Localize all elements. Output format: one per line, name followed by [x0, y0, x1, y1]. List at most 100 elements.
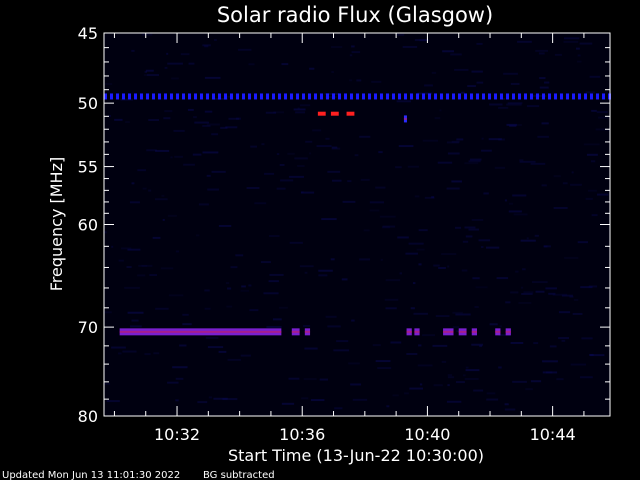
noise-speck: [385, 307, 397, 310]
noise-speck: [439, 109, 442, 112]
noise-speck: [414, 195, 420, 198]
noise-speck: [153, 352, 160, 355]
noise-speck: [475, 286, 488, 289]
noise-speck: [413, 312, 428, 315]
noise-speck: [208, 396, 213, 399]
noise-speck: [162, 218, 165, 221]
noise-speck: [456, 330, 460, 333]
band-segment: [248, 93, 251, 100]
noise-speck: [465, 366, 469, 369]
noise-speck: [496, 277, 509, 280]
band-segment: [272, 93, 275, 100]
noise-speck: [205, 336, 219, 339]
noise-speck: [433, 384, 443, 387]
noise-speck: [441, 360, 447, 363]
noise-speck: [114, 118, 123, 121]
noise-speck: [518, 301, 532, 304]
noise-speck: [137, 274, 146, 277]
noise-speck: [131, 49, 135, 52]
band-segment: [314, 93, 317, 100]
noise-speck: [488, 138, 502, 141]
noise-speck: [390, 341, 402, 344]
noise-speck: [522, 268, 526, 271]
noise-speck: [454, 226, 462, 229]
noise-speck: [398, 145, 414, 148]
noise-speck: [235, 254, 244, 257]
noise-speck: [168, 294, 184, 297]
noise-speck: [392, 394, 399, 397]
noise-speck: [456, 138, 464, 141]
x-tick-label: 10:36: [279, 425, 325, 444]
noise-speck: [505, 301, 511, 304]
noise-speck: [249, 309, 259, 312]
noise-speck: [535, 290, 545, 293]
noise-speck: [587, 189, 597, 192]
noise-speck: [539, 77, 546, 80]
band-segment: [242, 93, 245, 100]
noise-speck: [198, 203, 209, 206]
noise-speck: [152, 236, 161, 239]
noise-speck: [481, 137, 484, 140]
noise-speck: [480, 246, 484, 249]
noise-speck: [175, 399, 179, 402]
band-segment: [206, 93, 209, 100]
noise-speck: [266, 325, 282, 328]
noise-speck: [464, 377, 479, 380]
noise-speck: [129, 201, 140, 204]
noise-speck: [230, 266, 238, 269]
noise-speck: [468, 160, 481, 163]
noise-speck: [207, 346, 224, 349]
band-segment: [236, 93, 239, 100]
noise-speck: [207, 188, 219, 191]
noise-speck: [331, 146, 338, 149]
noise-speck: [281, 402, 295, 405]
noise-speck: [451, 140, 460, 143]
noise-speck: [563, 40, 579, 43]
noise-speck: [414, 39, 429, 42]
band-segment: [536, 93, 539, 100]
noise-speck: [575, 47, 580, 50]
band-segment: [356, 93, 359, 100]
noise-speck: [431, 71, 437, 74]
noise-speck: [590, 160, 596, 163]
noise-speck: [351, 319, 355, 322]
noise-speck: [478, 239, 491, 242]
noise-speck: [202, 124, 211, 127]
noise-speck: [543, 245, 548, 248]
noise-speck: [330, 46, 343, 49]
noise-speck: [225, 282, 230, 285]
noise-speck: [171, 77, 179, 80]
noise-speck: [486, 398, 499, 401]
noise-speck: [325, 315, 337, 318]
band-segment: [500, 93, 503, 100]
noise-speck: [125, 121, 130, 124]
noise-speck: [129, 325, 142, 328]
noise-speck: [399, 272, 403, 275]
noise-speck: [424, 84, 433, 87]
noise-speck: [309, 67, 315, 70]
noise-speck: [589, 75, 601, 78]
noise-speck: [142, 187, 147, 190]
noise-speck: [419, 383, 423, 386]
noise-speck: [187, 108, 194, 111]
noise-speck: [287, 152, 295, 155]
noise-speck: [319, 378, 328, 381]
noise-speck: [137, 169, 146, 172]
noise-speck: [504, 403, 509, 406]
noise-speck: [204, 289, 210, 292]
noise-speck: [146, 149, 157, 152]
noise-speck: [570, 183, 582, 186]
emission-core: [414, 330, 420, 333]
noise-speck: [213, 397, 228, 400]
noise-speck: [104, 83, 113, 86]
noise-speck: [463, 374, 466, 377]
noise-speck: [278, 306, 288, 309]
noise-speck: [118, 259, 124, 262]
band-segment: [212, 93, 215, 100]
noise-speck: [591, 214, 598, 217]
noise-speck: [422, 334, 436, 337]
noise-speck: [378, 151, 383, 154]
noise-speck: [336, 340, 349, 343]
band-segment: [602, 93, 605, 100]
band-segment: [494, 93, 497, 100]
